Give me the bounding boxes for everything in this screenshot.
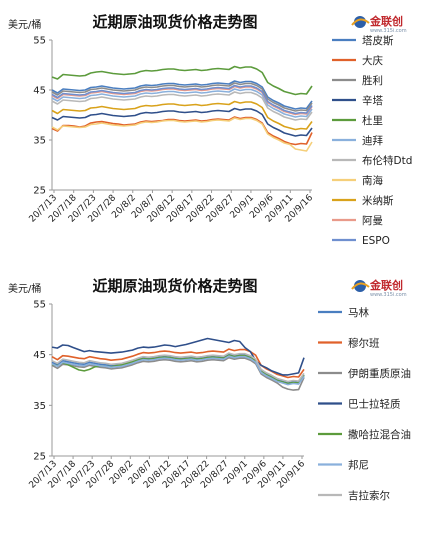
legend-label: 伊朗重质原油 — [348, 367, 411, 380]
legend-label: 阿曼 — [362, 215, 383, 227]
chart-panel-2: 近期原油现货价格走势图 美元/桶 金联创 www.315i.com 25 35 45 55 20… — [0, 272, 446, 546]
legend-label: 辛塔 — [362, 94, 383, 107]
legend-label: 塔皮斯 — [362, 34, 394, 47]
legend-label: 巴士拉轻质 — [348, 398, 401, 411]
series-line-10 — [51, 85, 313, 116]
logo-url-text: www.315i.com — [370, 292, 407, 298]
series-line-2 — [51, 116, 313, 146]
chart-title: 近期原油现货价格走势图 — [92, 13, 257, 31]
y-tick-label: 25 — [33, 452, 46, 463]
y-tick-label: 55 — [33, 36, 46, 47]
series-line-3 — [51, 82, 313, 112]
y-tick-label: 55 — [33, 300, 46, 311]
legend-label: 撒哈拉混合油 — [348, 428, 411, 441]
legend-label: 马林 — [348, 306, 369, 319]
chart-panel-1: 近期原油现货价格走势图 美元/桶 金联创 www.315i.com 25 35 45 55 20… — [0, 0, 446, 270]
series-line-6 — [51, 88, 313, 118]
logo-brand-text: 金联创 — [369, 14, 403, 28]
y-tick-label: 45 — [33, 86, 46, 97]
y-tick-label: 45 — [33, 350, 46, 361]
legend-label: ESPO — [362, 235, 390, 247]
legend-label: 邦尼 — [348, 459, 369, 472]
legend-label: 米纳斯 — [362, 194, 394, 207]
chart-title: 近期原油现货价格走势图 — [92, 277, 257, 295]
y-tick-label: 35 — [33, 136, 46, 147]
legend-label: 迪拜 — [362, 135, 383, 147]
legend-label: 南海 — [362, 174, 383, 187]
series-line-4 — [51, 337, 305, 376]
series-line-9 — [51, 100, 313, 131]
legend-label: 吉拉索尔 — [348, 489, 390, 502]
logo-url-text: www.315i.com — [370, 28, 407, 34]
series-line-11 — [51, 84, 313, 115]
legend-label: 杜里 — [362, 114, 383, 127]
series-line-8 — [51, 117, 313, 152]
series-line-1 — [51, 80, 313, 110]
legend-label: 胜利 — [362, 75, 383, 87]
legend-label: 穆尔班 — [348, 337, 380, 350]
y-axis-unit: 美元/桶 — [8, 18, 41, 31]
logo-swoosh-icon — [351, 18, 370, 26]
y-tick-label: 25 — [33, 186, 46, 197]
series-line-7 — [51, 352, 305, 383]
legend-label: 大庆 — [362, 54, 383, 67]
y-tick-label: 35 — [33, 401, 46, 412]
series-line-3 — [51, 356, 305, 391]
legend-label: 布伦特Dtd — [362, 154, 412, 167]
series-line-5 — [51, 65, 313, 96]
y-axis-unit: 美元/桶 — [8, 282, 41, 295]
series-line-5 — [51, 354, 305, 385]
series-line-7 — [51, 91, 313, 121]
series-line-4 — [51, 107, 313, 137]
logo-swoosh-icon — [351, 282, 370, 290]
logo-brand-text: 金联创 — [369, 278, 403, 292]
series-line-6 — [51, 355, 305, 386]
